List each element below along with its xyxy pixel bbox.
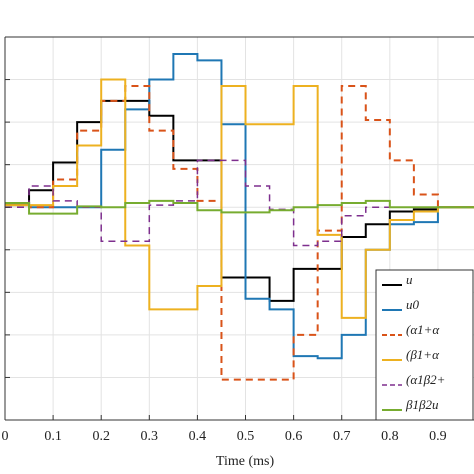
x-tick-label: 0.2 xyxy=(92,429,110,444)
legend-box xyxy=(375,269,474,421)
legend-label: (α1β2+ xyxy=(406,372,445,387)
x-tick-label: 0.1 xyxy=(44,429,62,444)
x-tick-label: 0.5 xyxy=(237,429,255,444)
lines xyxy=(5,53,474,381)
x-tick-label: 0.8 xyxy=(381,429,399,444)
series-line xyxy=(5,159,474,247)
x-tick-label: 0 xyxy=(2,429,9,444)
legend-label: (β1+α xyxy=(406,347,440,362)
x-tick-label: 0.9 xyxy=(429,429,447,444)
legend-label: u xyxy=(406,272,413,287)
series-line xyxy=(5,199,474,215)
legend-label: u0 xyxy=(406,297,420,312)
x-tick-label: 0.4 xyxy=(189,429,207,444)
legend-label: (α1+α xyxy=(406,322,440,337)
x-tick-label: 0.6 xyxy=(285,429,303,444)
series-line xyxy=(5,78,474,319)
legend-label: β1β2u xyxy=(405,397,439,412)
x-axis-label: Time (ms) xyxy=(216,454,275,469)
x-tick-label: 0.3 xyxy=(141,429,159,444)
x-tick-label: 0.7 xyxy=(333,429,351,444)
